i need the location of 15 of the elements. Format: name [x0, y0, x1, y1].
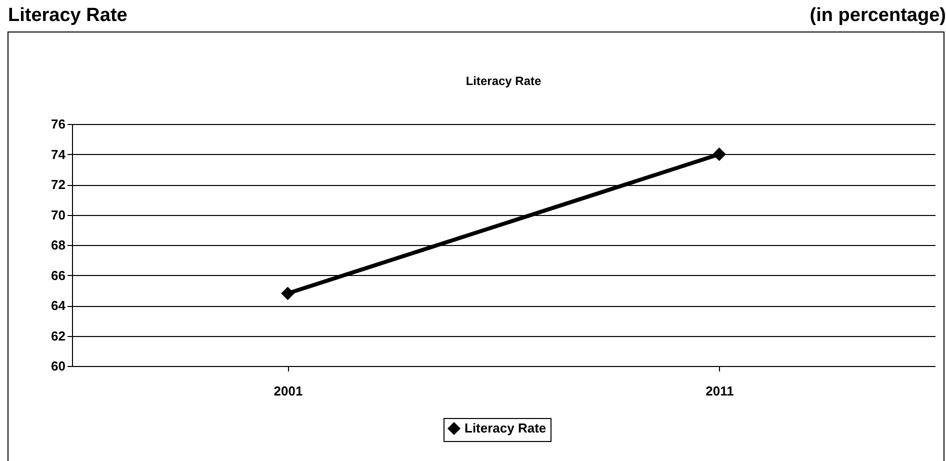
- chart-title: Literacy Rate: [8, 5, 128, 26]
- y-tick-label: 74: [51, 146, 66, 162]
- y-tick-label: 68: [51, 238, 66, 252]
- x-tick-label: 2001: [274, 384, 303, 398]
- y-tick-label: 72: [51, 177, 66, 192]
- text: (in percentage): [810, 5, 946, 26]
- y-tick-label: 62: [51, 328, 66, 344]
- y-tick-label: 60: [51, 358, 66, 374]
- legend-label: Literacy Rate: [464, 420, 546, 436]
- y-tick-label: 76: [51, 116, 66, 132]
- chart-subtitle: Literacy Rate: [466, 74, 542, 88]
- y-tick-label: 66: [51, 268, 66, 283]
- y-tick-label: 70: [51, 207, 66, 222]
- y-tick-label: 64: [51, 298, 66, 313]
- x-tick-label: 2011: [706, 384, 734, 398]
